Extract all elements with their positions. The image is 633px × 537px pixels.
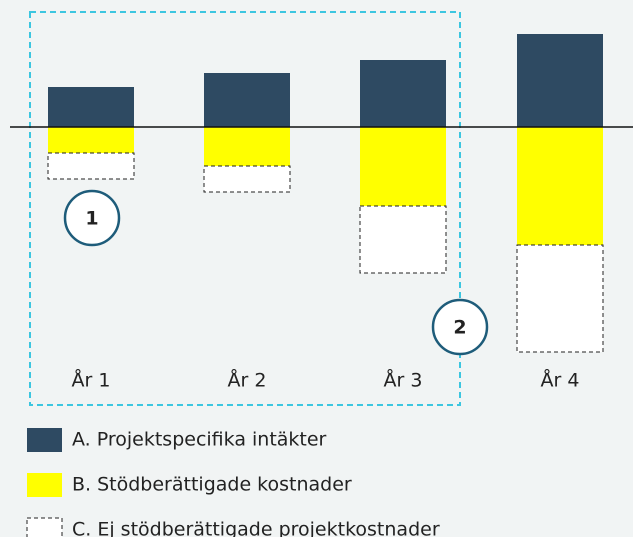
x-label: År 4 (541, 369, 580, 392)
bar-segment (203, 165, 291, 193)
x-label: År 3 (384, 369, 423, 392)
annotation-label: 2 (453, 317, 466, 339)
legend-label: C. Ej stödberättigade projektkostnader (72, 519, 440, 537)
bar-segment (359, 205, 447, 274)
bar-segment (47, 152, 135, 180)
annotation-circle (63, 189, 121, 247)
bar-segment (516, 244, 604, 353)
bar-segment (204, 73, 290, 127)
bar-segment (517, 34, 603, 127)
annotation-circle (431, 298, 489, 356)
legend-swatch (27, 473, 62, 497)
legend-label: B. Stödberättigade kostnader (72, 474, 352, 496)
bar-segment (48, 127, 134, 153)
x-label: År 2 (228, 369, 267, 392)
bar-segment (48, 87, 134, 127)
bar-segment (360, 127, 446, 206)
legend-label: A. Projektspecifika intäkter (72, 429, 327, 451)
bar-segment (360, 60, 446, 127)
highlight-box (29, 11, 461, 406)
x-label: År 1 (72, 369, 111, 392)
bar-segment (204, 127, 290, 166)
legend-swatch (26, 517, 63, 537)
bar-segment (517, 127, 603, 245)
annotation-label: 1 (85, 208, 98, 230)
legend-swatch (27, 428, 62, 452)
